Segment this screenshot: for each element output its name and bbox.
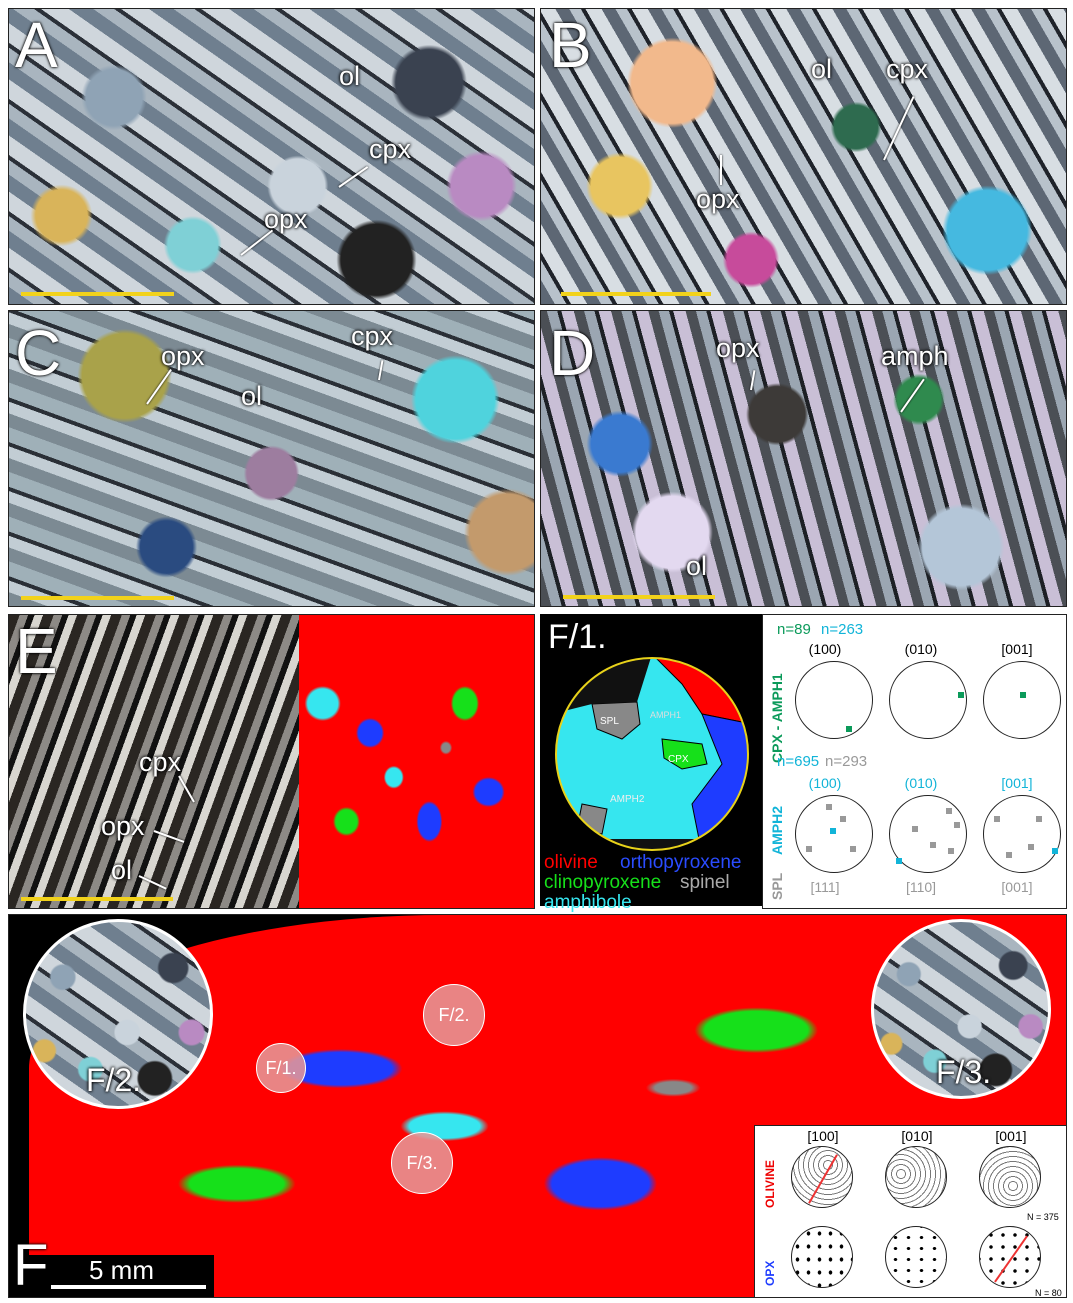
ol-label: ol xyxy=(111,855,133,885)
row-opx: OPX xyxy=(763,1260,777,1286)
n-amph1: n=263 xyxy=(821,621,864,638)
panel-a: A ol cpx opx xyxy=(8,8,535,305)
ol-pf-010 xyxy=(885,1146,947,1208)
cpx-arrow xyxy=(338,166,369,188)
scale-bar xyxy=(21,292,174,296)
panel-d: D opx amph ol xyxy=(540,310,1067,607)
opx-arrow xyxy=(750,370,756,391)
spot-f1: F/1. xyxy=(256,1043,306,1093)
pole-figure xyxy=(983,661,1061,739)
f1-grain-amph1: AMPH1 xyxy=(650,710,682,720)
panel-f-label: F xyxy=(13,1233,49,1298)
bottom-footer-3: [001] xyxy=(1001,879,1033,895)
panel-f: F/2. F/1. F/3. F/2. F/3. F 5 mm [100] [0… xyxy=(8,914,1067,1298)
opx-label: opx xyxy=(716,333,760,363)
cpx-arrow xyxy=(378,360,384,381)
cpx-label: cpx xyxy=(886,54,929,84)
panel-e-phase-map xyxy=(299,615,534,908)
opx-arrow xyxy=(146,369,172,405)
panel-d-label: D xyxy=(549,317,596,389)
top-header-3: [001] xyxy=(1001,641,1033,657)
bottom-side-spl: SPL xyxy=(769,872,785,900)
ol-pf-001 xyxy=(979,1146,1041,1208)
opx-arrow xyxy=(720,155,722,185)
scale-bar-5mm xyxy=(51,1285,206,1289)
opx-label: opx xyxy=(161,341,205,371)
scale-bar xyxy=(561,292,711,296)
panel-e-micrograph xyxy=(9,615,309,908)
pf-header-1: [100] xyxy=(807,1128,839,1144)
spot-f3: F/3. xyxy=(391,1132,453,1194)
opx-label: opx xyxy=(264,204,308,234)
scale-text: 5 mm xyxy=(89,1255,154,1285)
ol-pf-100 xyxy=(791,1146,853,1208)
n-opx: N = 80 xyxy=(1035,1288,1062,1298)
legend-olivine: olivine xyxy=(544,852,598,873)
panel-f1-image: F/1. SPL AMPH1 CPX AMPH2 olivine orthopy… xyxy=(540,614,762,913)
inset-f3: F/3. xyxy=(871,919,1051,1099)
ol-label: ol xyxy=(339,61,361,91)
pf-header-3: [001] xyxy=(995,1128,1027,1144)
bottom-footer-1: [111] xyxy=(810,879,840,895)
f1-grain-spl: SPL xyxy=(600,716,619,727)
bottom-side-amph: AMPH2 xyxy=(769,805,785,855)
n-amph2: n=695 xyxy=(777,753,820,770)
f1-pole-figures: n=89 n=263 CPX - AMPH1 (100) (010) [001]… xyxy=(762,614,1067,909)
pole-figure xyxy=(889,661,967,739)
top-side-label: CPX - AMPH1 xyxy=(769,673,785,763)
scale-bar xyxy=(21,897,173,901)
row-olivine: OLIVINE xyxy=(763,1159,777,1208)
cpx-arrow xyxy=(883,96,915,161)
n-cpx: n=89 xyxy=(777,621,811,638)
top-header-1: (100) xyxy=(808,641,842,657)
opx-label: opx xyxy=(696,184,740,214)
legend-orthopyroxene: orthopyroxene xyxy=(620,852,742,873)
panel-c-label: C xyxy=(15,317,62,389)
opx-pf-010 xyxy=(885,1226,947,1288)
panel-b: B ol cpx opx xyxy=(540,8,1067,305)
scale-bar xyxy=(563,595,715,599)
panel-c: C opx ol cpx xyxy=(8,310,535,607)
cpx-label: cpx xyxy=(139,747,182,777)
scale-bar xyxy=(21,596,174,600)
legend-amphibole: amphibole xyxy=(544,892,632,913)
panel-e-label: E xyxy=(15,615,58,687)
cpx-label: cpx xyxy=(351,321,394,351)
f-pole-figures: [100] [010] [001] OLIVINE OPX N = 375 N … xyxy=(754,1125,1066,1298)
panel-b-label: B xyxy=(549,9,592,81)
pole-figure xyxy=(795,661,873,739)
bottom-footer-2: [110] xyxy=(905,879,937,895)
panel-f1-label: F/1. xyxy=(548,618,607,656)
opx-label: opx xyxy=(101,811,145,841)
pole-figure xyxy=(983,795,1061,873)
inset-f2: F/2. xyxy=(23,919,213,1109)
panel-a-label: A xyxy=(15,9,58,81)
panel-e: E cpx opx ol xyxy=(8,614,535,909)
bottom-header-3: [001] xyxy=(1001,775,1033,791)
n-olivine: N = 375 xyxy=(1027,1212,1059,1222)
opx-arrow xyxy=(240,229,274,256)
f1-grain-cpx: CPX xyxy=(668,754,689,765)
ol-label: ol xyxy=(241,381,263,411)
f1-phase-circle xyxy=(555,657,749,851)
opx-pf-001 xyxy=(979,1226,1041,1288)
opx-pf-100 xyxy=(791,1226,853,1288)
top-header-2: (010) xyxy=(904,641,938,657)
n-spl: n=293 xyxy=(825,753,868,770)
bottom-header-2: (010) xyxy=(904,775,938,791)
amph-arrow xyxy=(900,378,925,413)
cpx-label: cpx xyxy=(369,134,412,164)
amph-label: amph xyxy=(881,341,949,371)
ol-label: ol xyxy=(686,551,708,581)
pole-figure xyxy=(889,795,967,873)
pf-header-2: [010] xyxy=(901,1128,933,1144)
f1-grain-amph2: AMPH2 xyxy=(610,794,645,805)
ol-label: ol xyxy=(811,54,833,84)
bottom-header-1: (100) xyxy=(808,775,842,791)
scale-box: F 5 mm xyxy=(9,1237,214,1297)
spot-f2: F/2. xyxy=(423,984,485,1046)
pole-figure xyxy=(795,795,873,873)
legend-clinopyroxene: clinopyroxene xyxy=(544,872,662,893)
legend-spinel: spinel xyxy=(680,872,730,893)
